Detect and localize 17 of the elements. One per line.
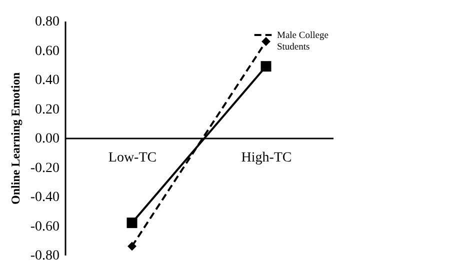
y-tick-label: -0.60 — [30, 219, 60, 234]
point — [262, 37, 270, 46]
y-tick-label: -0.20 — [30, 160, 60, 176]
y-tick-label: -0.80 — [30, 248, 60, 264]
y-tick-label: 0.80 — [35, 14, 60, 30]
point — [260, 61, 272, 72]
y-tick-label: 0.00 — [35, 132, 60, 146]
y-tick-label: -0.40 — [30, 190, 60, 205]
y-tick-label: 0.20 — [35, 102, 60, 118]
point — [128, 242, 136, 251]
x-tick-label: Low-TC — [108, 150, 157, 166]
legend-label: Male College Students — [277, 31, 328, 52]
y-tick-label: 0.60 — [35, 44, 60, 59]
x-tick-label: High-TC — [241, 150, 292, 166]
y-axis-title: Online Learning Emotion — [8, 72, 22, 205]
y-tick-label: 0.40 — [35, 73, 60, 88]
point — [126, 218, 138, 228]
